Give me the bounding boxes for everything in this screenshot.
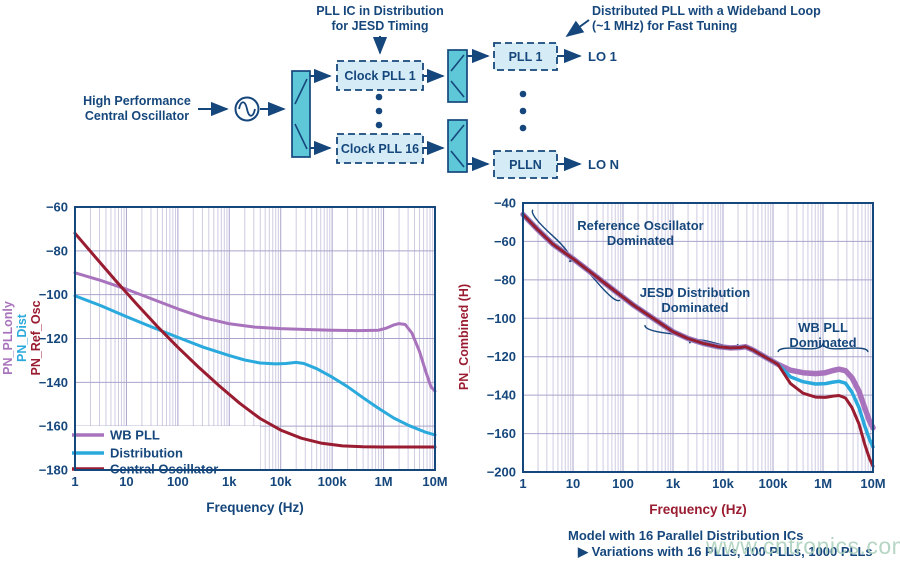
y-axis-title-0: PN_PLLonly: [1, 301, 15, 375]
svg-text:−160: −160: [487, 426, 516, 441]
svg-text:−140: −140: [487, 388, 516, 403]
series-central-oscillator: [73, 231, 437, 449]
caption-variations: ▶ Variations with 16 PLLs, 100 PLLs, 100…: [578, 544, 873, 559]
note-jesd-line1: PLL IC in Distribution: [316, 4, 444, 18]
lo-n-label: LO N: [588, 157, 619, 172]
svg-text:100k: 100k: [318, 474, 348, 489]
pll-n-box: [493, 150, 558, 179]
note-jesd-line2: for JESD Timing: [331, 19, 428, 33]
svg-text:−80: −80: [46, 243, 68, 258]
svg-text:−120: −120: [39, 331, 68, 346]
svg-text:Dominated: Dominated: [789, 335, 856, 350]
osc-label-line2: Central Oscillator: [85, 109, 189, 123]
svg-text:100: 100: [167, 474, 189, 489]
svg-text:−60: −60: [46, 200, 68, 215]
svg-text:10M: 10M: [860, 476, 885, 491]
series-wb-pll: [73, 271, 437, 393]
svg-text:Dominated: Dominated: [661, 300, 728, 315]
splitter-main: [291, 70, 311, 158]
splitter-2b: [447, 119, 468, 173]
note-wideband-line2: (~1 MHz) for Fast Tuning: [592, 19, 737, 33]
svg-text:−100: −100: [487, 311, 516, 326]
pll-1-box: [493, 42, 558, 71]
svg-text:Reference Oscillator: Reference Oscillator: [577, 218, 703, 233]
svg-text:10k: 10k: [712, 476, 734, 491]
y-axis-title-0: PN_Combined (H): [457, 284, 471, 390]
svg-text:1M: 1M: [814, 476, 832, 491]
svg-text:−200: −200: [487, 465, 516, 480]
y-axis-title-1: PN_Dist: [15, 313, 29, 362]
note-wideband-line1: Distributed PLL with a Wideband Loop: [592, 4, 821, 18]
svg-text:−140: −140: [39, 375, 68, 390]
x-axis-label: Frequency (Hz): [206, 500, 304, 515]
legend-label-0: WB PLL: [110, 428, 160, 443]
pll-n-label: PLLN: [509, 158, 542, 172]
svg-text:1: 1: [519, 476, 526, 491]
svg-text:JESD Distribution: JESD Distribution: [640, 285, 751, 300]
clock-pll-1-label: Clock PLL 1: [344, 69, 415, 83]
svg-text:WB PLL: WB PLL: [798, 320, 848, 335]
chart-phase-noise-components: WB PLL Distribution Central Oscillator 1 10 1…: [0, 185, 450, 564]
block-diagram: PLL IC in Distribution for JESD Timing D…: [83, 4, 821, 179]
svg-text:1k: 1k: [222, 474, 237, 489]
note-wideband-arrow: [565, 19, 590, 38]
pll-1-label: PLL 1: [509, 50, 543, 64]
splitter-2a: [447, 49, 468, 103]
svg-text:100k: 100k: [759, 476, 789, 491]
caption-model: Model with 16 Parallel Distribution ICs: [568, 528, 804, 543]
series-1000-plls: [521, 213, 875, 468]
svg-text:1k: 1k: [666, 476, 681, 491]
svg-text:10: 10: [566, 476, 580, 491]
svg-text:−60: −60: [494, 234, 516, 249]
x-axis-label: Frequency (Hz): [649, 502, 747, 517]
clock-pll-16-label: Clock PLL 16: [341, 142, 419, 156]
svg-text:10: 10: [119, 474, 133, 489]
watermark: www.cntronics.com: [706, 533, 900, 559]
svg-text:1: 1: [71, 474, 78, 489]
osc-label-line1: High Performance: [83, 94, 191, 108]
svg-text:−80: −80: [494, 272, 516, 287]
ellipsis-plls: [519, 90, 527, 132]
svg-text:−40: −40: [494, 196, 516, 211]
lo-1-label: LO 1: [588, 49, 617, 64]
svg-text:10k: 10k: [270, 474, 292, 489]
ellipsis-clock-plls: [375, 93, 383, 129]
oscillator-icon: [234, 96, 260, 122]
svg-text:Dominated: Dominated: [607, 233, 674, 248]
svg-text:100: 100: [612, 476, 634, 491]
svg-text:1M: 1M: [375, 474, 393, 489]
svg-text:−120: −120: [487, 349, 516, 364]
chart-phase-noise-combined: Reference Oscillator Dominated JESD Distri…: [450, 185, 900, 564]
y-axis-title-2: PN_Ref_Osc: [29, 300, 43, 375]
legend-label-1: Distribution: [110, 446, 183, 461]
svg-text:−100: −100: [39, 287, 68, 302]
svg-text:−160: −160: [39, 419, 68, 434]
svg-text:10M: 10M: [422, 474, 447, 489]
svg-text:−180: −180: [39, 463, 68, 478]
